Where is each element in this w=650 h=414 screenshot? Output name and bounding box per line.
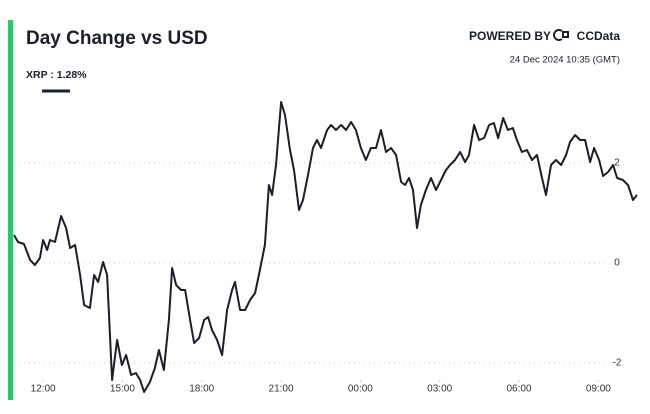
chart-title: Day Change vs USD (26, 28, 208, 49)
x-tick-label: 03:00 (427, 384, 452, 395)
brand-icon (553, 29, 569, 41)
x-tick-label: 18:00 (189, 384, 214, 395)
x-tick-label: 12:00 (31, 384, 56, 395)
y-tick-label: 2 (614, 158, 620, 169)
icon-square (562, 31, 569, 38)
x-tick-label: 06:00 (507, 384, 532, 395)
legend-label: XRP : 1.28% (26, 69, 87, 81)
line-series (13, 101, 638, 393)
timestamp: 24 Dec 2024 10:35 (GMT) (510, 55, 620, 66)
y-tick-label: -2 (613, 358, 622, 369)
brand: CCData (577, 29, 621, 43)
accent-bar (8, 20, 13, 400)
y-tick-label: 0 (614, 258, 620, 269)
x-tick-label: 15:00 (110, 384, 135, 395)
x-tick-label: 00:00 (348, 384, 373, 395)
icon-arc (553, 29, 563, 41)
x-tick-label: 09:00 (586, 384, 611, 395)
x-tick-label: 21:00 (269, 384, 294, 395)
powered-by: POWERED BY (469, 29, 551, 43)
